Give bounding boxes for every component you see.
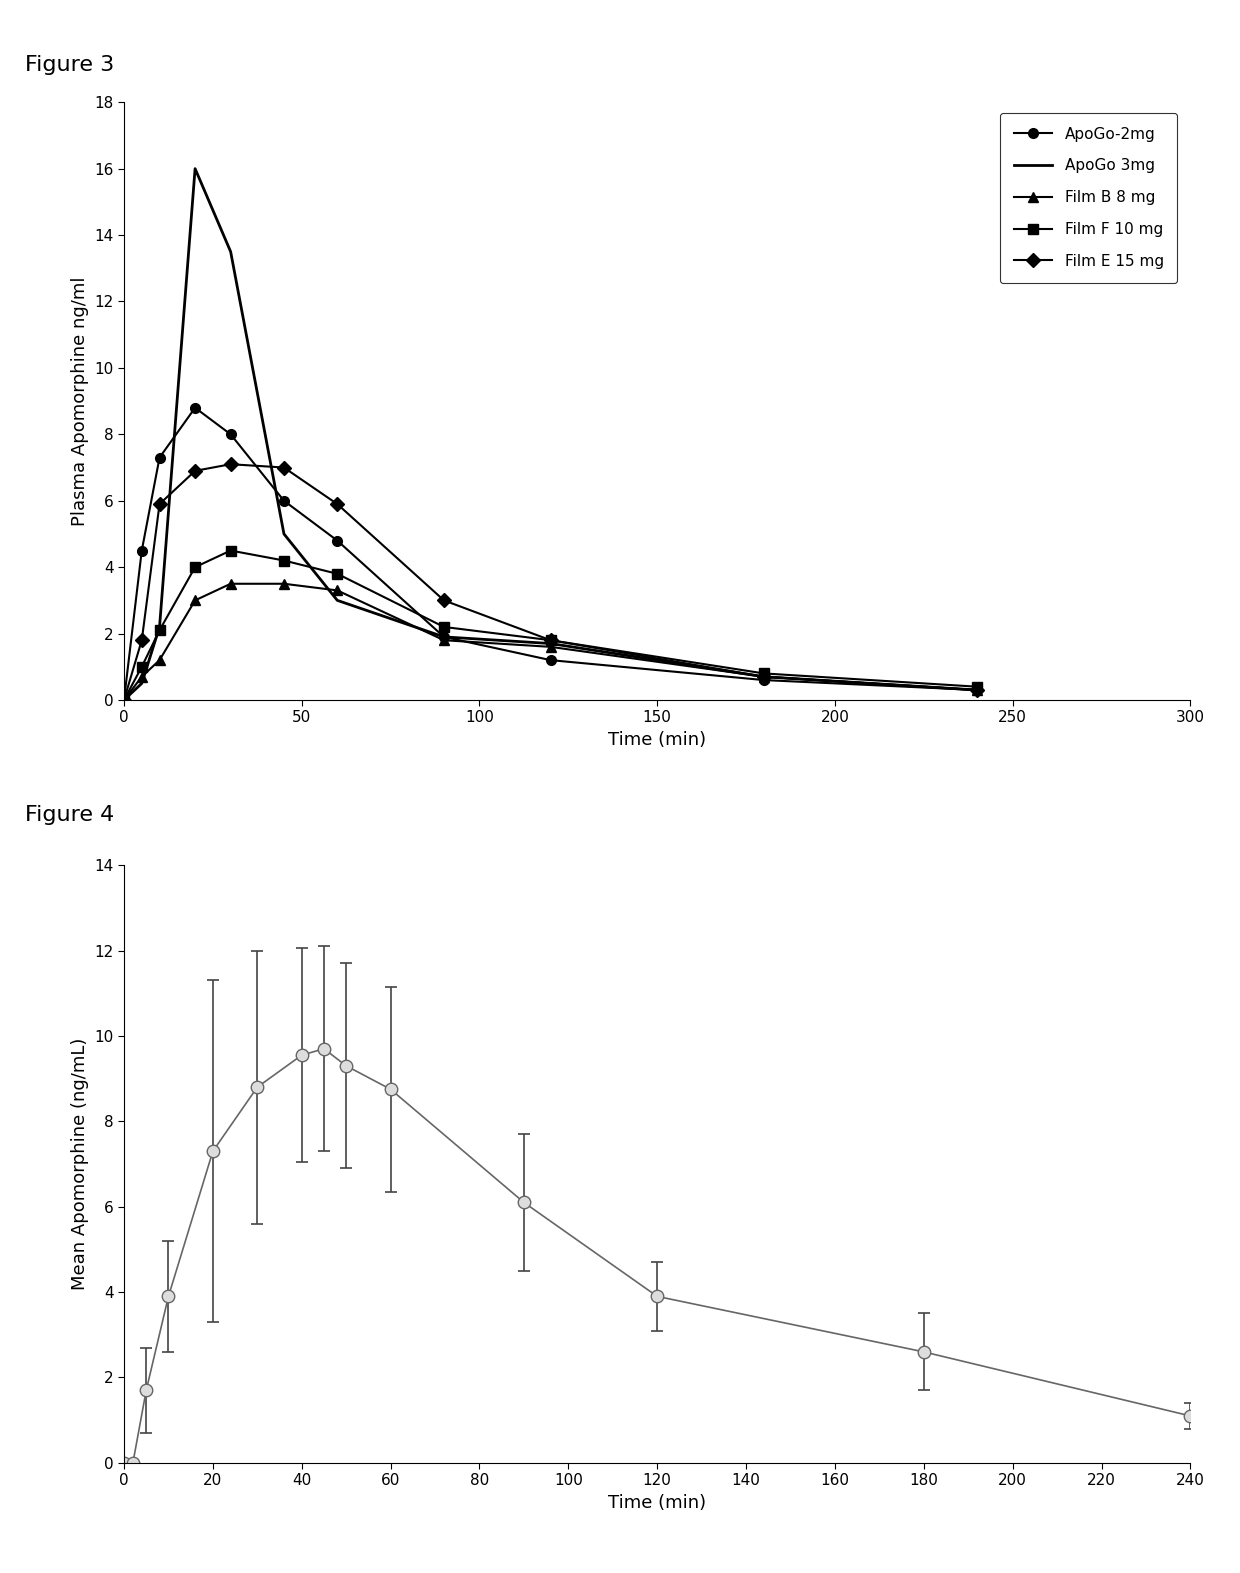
Film F 10 mg (187, 558, 202, 577)
Film E 15 mg (187, 461, 202, 480)
ApoGo-2mg (134, 541, 149, 560)
Y-axis label: Mean Apomorphine (ng/mL): Mean Apomorphine (ng/mL) (71, 1038, 89, 1290)
X-axis label: Time (min): Time (min) (608, 1494, 707, 1512)
Film E 15 mg (223, 455, 238, 473)
Film E 15 mg (134, 631, 149, 650)
Film E 15 mg (756, 667, 771, 686)
Legend: ApoGo-2mg, ApoGo 3mg, Film B 8 mg, Film F 10 mg, Film E 15 mg: ApoGo-2mg, ApoGo 3mg, Film B 8 mg, Film … (1001, 113, 1178, 283)
Line: ApoGo 3mg: ApoGo 3mg (124, 168, 977, 700)
Film F 10 mg (153, 621, 167, 640)
ApoGo-2mg (223, 425, 238, 444)
ApoGo 3mg (756, 667, 771, 686)
ApoGo-2mg (117, 691, 131, 709)
Film F 10 mg (223, 541, 238, 560)
ApoGo 3mg (330, 591, 345, 610)
Line: ApoGo-2mg: ApoGo-2mg (119, 403, 982, 705)
Film F 10 mg (970, 678, 985, 697)
Film F 10 mg (134, 658, 149, 676)
Text: Figure 3: Figure 3 (25, 55, 114, 76)
Film B 8 mg (134, 667, 149, 686)
Film B 8 mg (970, 681, 985, 700)
Film E 15 mg (436, 591, 451, 610)
Film E 15 mg (117, 691, 131, 709)
Film E 15 mg (277, 458, 291, 477)
Film F 10 mg (756, 664, 771, 683)
ApoGo 3mg (134, 673, 149, 692)
ApoGo-2mg (756, 670, 771, 689)
ApoGo-2mg (543, 651, 558, 670)
Film B 8 mg (330, 580, 345, 599)
ApoGo-2mg (153, 448, 167, 467)
ApoGo 3mg (117, 691, 131, 709)
Film B 8 mg (223, 574, 238, 593)
X-axis label: Time (min): Time (min) (608, 731, 707, 749)
ApoGo 3mg (187, 159, 202, 178)
Film B 8 mg (117, 691, 131, 709)
Film B 8 mg (756, 667, 771, 686)
ApoGo-2mg (187, 398, 202, 417)
ApoGo-2mg (330, 532, 345, 551)
ApoGo 3mg (277, 524, 291, 543)
Film F 10 mg (436, 618, 451, 637)
Line: Film E 15 mg: Film E 15 mg (119, 459, 982, 705)
Film F 10 mg (330, 565, 345, 584)
Y-axis label: Plasma Apomorphine ng/ml: Plasma Apomorphine ng/ml (71, 277, 88, 525)
Film E 15 mg (153, 494, 167, 513)
Line: Film F 10 mg: Film F 10 mg (119, 546, 982, 705)
Line: Film B 8 mg: Film B 8 mg (119, 579, 982, 705)
ApoGo 3mg (223, 242, 238, 261)
ApoGo 3mg (436, 628, 451, 647)
Film F 10 mg (543, 631, 558, 650)
Film F 10 mg (277, 551, 291, 569)
ApoGo-2mg (436, 628, 451, 647)
Text: Figure 4: Figure 4 (25, 805, 114, 826)
Film B 8 mg (187, 591, 202, 610)
ApoGo-2mg (970, 681, 985, 700)
Film B 8 mg (436, 631, 451, 650)
Film B 8 mg (543, 637, 558, 656)
Film B 8 mg (153, 651, 167, 670)
ApoGo 3mg (543, 634, 558, 653)
Film E 15 mg (543, 631, 558, 650)
Film F 10 mg (117, 691, 131, 709)
ApoGo 3mg (153, 618, 167, 637)
ApoGo-2mg (277, 491, 291, 510)
Film B 8 mg (277, 574, 291, 593)
ApoGo 3mg (970, 681, 985, 700)
Film E 15 mg (330, 494, 345, 513)
Film E 15 mg (970, 681, 985, 700)
